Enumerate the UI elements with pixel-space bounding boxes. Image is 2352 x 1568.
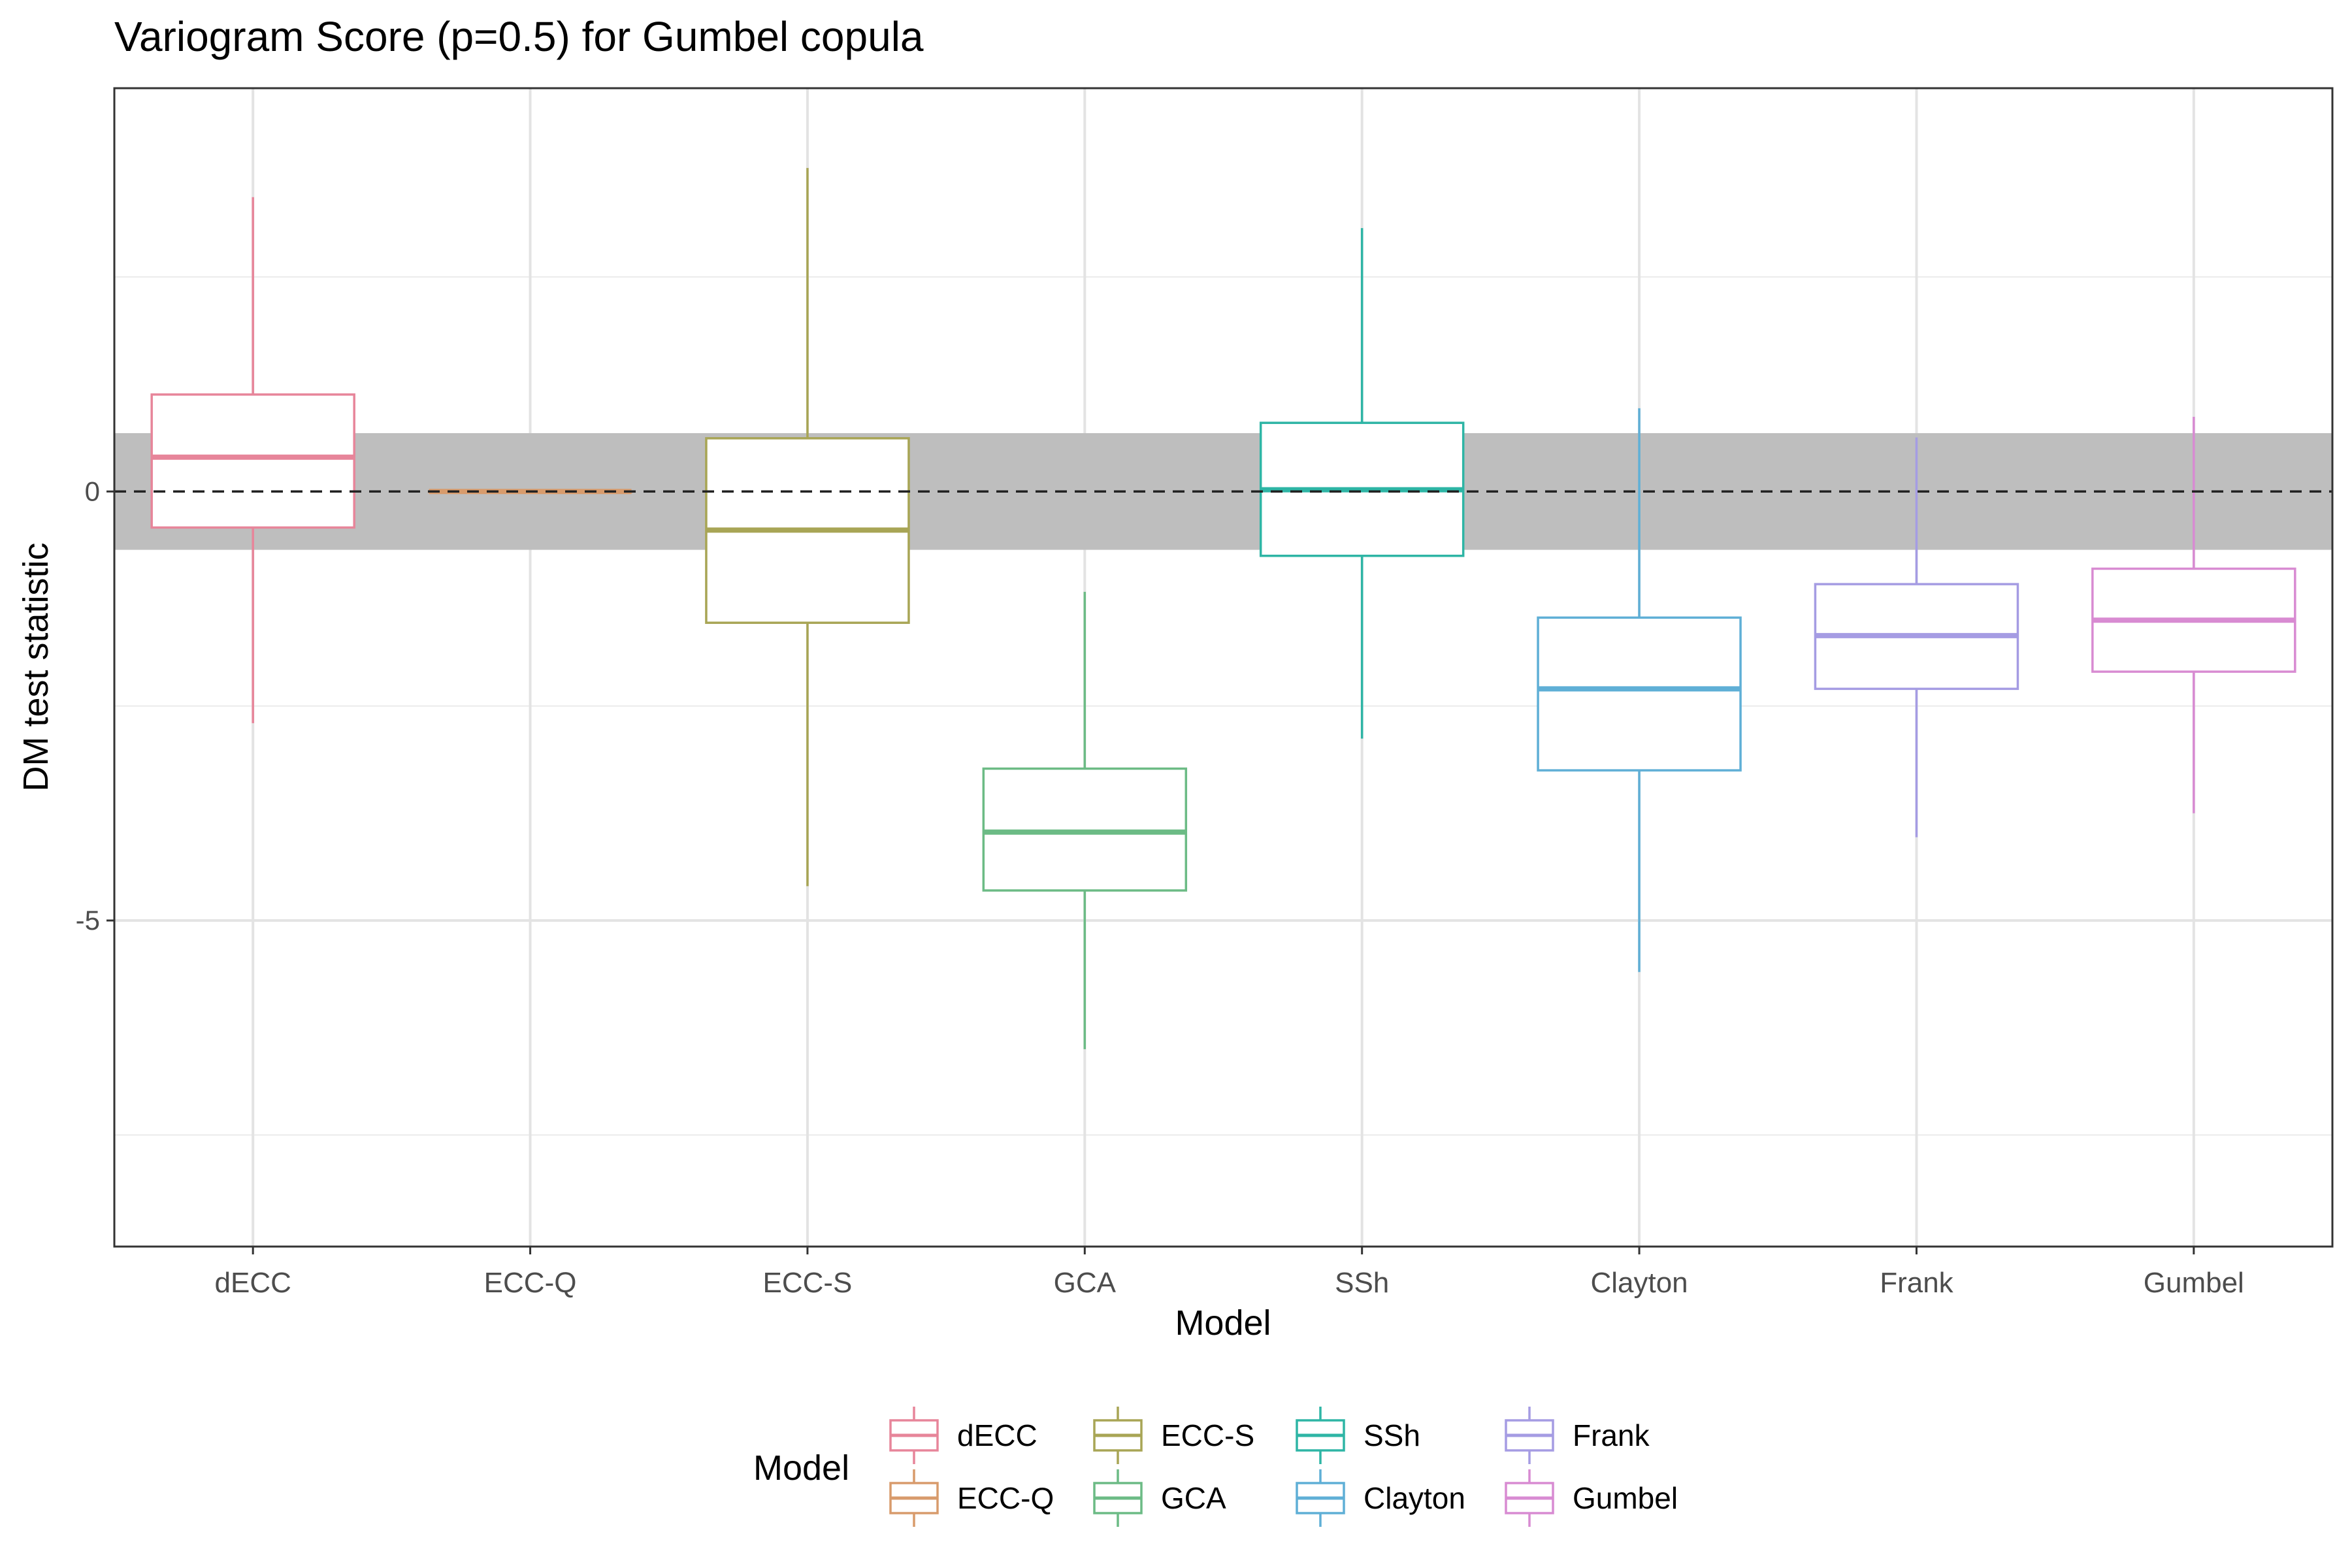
box-group-frank xyxy=(1814,437,2019,838)
legend-item-frank: Frank xyxy=(1505,1407,1650,1464)
legend-label: GCA xyxy=(1161,1481,1226,1515)
legend-item-clayton: Clayton xyxy=(1296,1469,1465,1527)
x-tick-label: Gumbel xyxy=(2144,1267,2244,1299)
x-tick-label: GCA xyxy=(1054,1267,1117,1299)
box-group-ecc-s xyxy=(705,168,910,887)
x-tick-label: Frank xyxy=(1880,1267,1953,1299)
box-group-gumbel xyxy=(2091,417,2296,813)
legend-label: ECC-Q xyxy=(957,1481,1054,1515)
legend-label: Clayton xyxy=(1364,1481,1465,1515)
legend-item-gumbel: Gumbel xyxy=(1505,1469,1678,1527)
box-group-decc xyxy=(150,197,355,723)
box-group-gca xyxy=(982,591,1188,1049)
legend-label: ECC-S xyxy=(1161,1418,1254,1452)
legend-item-ssh: SSh xyxy=(1296,1407,1420,1464)
x-tick-label: dECC xyxy=(215,1267,291,1299)
chart-title: Variogram Score (p=0.5) for Gumbel copul… xyxy=(114,13,924,60)
legend-label: dECC xyxy=(957,1418,1037,1452)
legend-item-ecc-s: ECC-S xyxy=(1093,1407,1254,1464)
legend-title: Model xyxy=(753,1448,849,1488)
box-iqr xyxy=(150,393,355,529)
legend: Model dECC ECC-Q ECC-S GCA SSh Clayton Frank Gu… xyxy=(753,1407,1678,1527)
box-group-clayton xyxy=(1537,408,1742,972)
x-axis-title: Model xyxy=(1175,1303,1271,1343)
legend-item-ecc-q: ECC-Q xyxy=(889,1469,1054,1527)
x-tick-label: ECC-S xyxy=(762,1267,852,1299)
y-axis-title: DM test statistic xyxy=(16,542,56,791)
legend-label: Frank xyxy=(1573,1418,1650,1452)
legend-item-gca: GCA xyxy=(1093,1469,1226,1527)
x-tick-label: Clayton xyxy=(1590,1267,1688,1299)
x-tick-label: SSh xyxy=(1335,1267,1389,1299)
box-iqr xyxy=(1537,616,1742,772)
y-tick-label: -5 xyxy=(76,905,100,936)
legend-label: Gumbel xyxy=(1573,1481,1678,1515)
legend-item-decc: dECC xyxy=(889,1407,1037,1464)
boxes-layer xyxy=(114,168,2332,1049)
axis-layer: 0 -5 dECC ECC-Q ECC-S GCA SSh Clayton Frank Gumbe… xyxy=(76,476,2244,1299)
y-tick-label: 0 xyxy=(85,476,100,506)
legend-label: SSh xyxy=(1364,1418,1420,1452)
plot-panel-border xyxy=(113,87,2334,1248)
box-group-ssh xyxy=(1259,228,1465,739)
x-tick-label: ECC-Q xyxy=(484,1267,577,1299)
